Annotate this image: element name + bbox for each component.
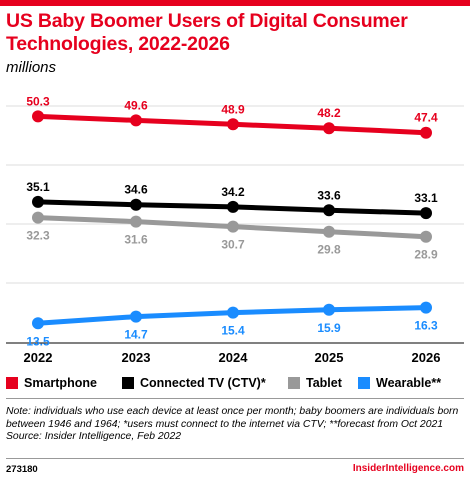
legend-label-smartphone: Smartphone	[24, 376, 97, 390]
data-label-smartphone-2022: 50.3	[26, 94, 50, 108]
data-point-wearable-2025	[323, 303, 335, 316]
data-label-tablet-2022: 32.3	[26, 229, 50, 243]
data-label-connected-tv-ctv-2022: 35.1	[26, 180, 50, 194]
data-point-connected-tv-ctv-2024	[227, 200, 239, 213]
data-point-connected-tv-ctv-2023	[130, 198, 142, 211]
series-tablet: 32.3 31.6 30.7 29.8 28.9	[26, 211, 438, 262]
legend-label-tablet: Tablet	[306, 376, 342, 390]
data-label-wearable-2022: 13.5	[26, 334, 50, 348]
chart-subtitle: millions	[6, 59, 57, 76]
series-connected-tv-ctv: 35.1 34.6 34.2 33.6 33.1	[26, 180, 438, 220]
data-point-wearable-2022	[32, 317, 44, 330]
data-label-wearable-2024: 15.4	[221, 324, 245, 338]
legend-label-ctv: Connected TV (CTV)*	[140, 376, 266, 390]
legend-swatch-smartphone	[6, 377, 18, 389]
data-label-wearable-2025: 15.9	[317, 321, 341, 335]
top-accent-bar	[0, 0, 470, 6]
x-axis-labels: 2022 2023 2024 2025 2026	[24, 350, 441, 365]
data-point-connected-tv-ctv-2026	[420, 207, 432, 220]
data-point-tablet-2022	[32, 211, 44, 224]
data-label-smartphone-2023: 49.6	[124, 98, 148, 112]
data-label-smartphone-2024: 48.9	[221, 102, 245, 116]
data-point-smartphone-2026	[420, 126, 432, 139]
data-point-tablet-2023	[130, 215, 142, 228]
data-point-wearable-2023	[130, 310, 142, 323]
data-point-connected-tv-ctv-2022	[32, 195, 44, 208]
data-label-smartphone-2026: 47.4	[414, 111, 438, 125]
data-point-smartphone-2024	[227, 118, 239, 131]
legend-item-smartphone: Smartphone	[6, 376, 97, 390]
data-label-connected-tv-ctv-2025: 33.6	[317, 188, 341, 202]
chart-title: US Baby Boomer Users of Digital Consumer…	[6, 10, 408, 55]
legend-item-tablet: Tablet	[288, 376, 342, 390]
data-point-smartphone-2022	[32, 110, 44, 123]
data-label-tablet-2023: 31.6	[124, 233, 148, 247]
gridlines	[6, 105, 464, 344]
legend-swatch-ctv	[122, 377, 134, 389]
data-point-tablet-2026	[420, 230, 432, 243]
legend-item-ctv: Connected TV (CTV)*	[122, 376, 266, 390]
legend-item-wearable: Wearable**	[358, 376, 441, 390]
data-label-smartphone-2025: 48.2	[317, 106, 341, 120]
series-layer: 50.3 49.6 48.9 48.2 47.4 35.1 34.6 34.2 33.6 33.1…	[26, 94, 438, 348]
x-tick-label-2026: 2026	[412, 350, 441, 365]
footer-divider	[6, 458, 464, 459]
data-label-wearable-2023: 14.7	[124, 328, 148, 342]
data-label-tablet-2024: 30.7	[221, 238, 245, 252]
data-label-connected-tv-ctv-2026: 33.1	[414, 191, 438, 205]
data-point-smartphone-2025	[323, 122, 335, 135]
data-point-connected-tv-ctv-2025	[323, 204, 335, 217]
legend-swatch-tablet	[288, 377, 300, 389]
data-label-wearable-2026: 16.3	[414, 319, 438, 333]
data-label-connected-tv-ctv-2024: 34.2	[221, 185, 245, 199]
data-point-wearable-2024	[227, 306, 239, 319]
line-chart: 50.3 49.6 48.9 48.2 47.4 35.1 34.6 34.2 33.6 33.1…	[6, 94, 464, 365]
x-tick-label-2022: 2022	[24, 350, 53, 365]
footnote: Note: individuals who use each device at…	[6, 406, 466, 444]
x-tick-label-2023: 2023	[122, 350, 151, 365]
chart-id: 273180	[6, 464, 38, 475]
brand-link[interactable]: InsiderIntelligence.com	[352, 463, 464, 474]
series-smartphone: 50.3 49.6 48.9 48.2 47.4	[26, 94, 438, 139]
note-text: Note: individuals who use each device at…	[6, 406, 459, 430]
divider-line	[6, 398, 464, 399]
legend: Smartphone Connected TV (CTV)* Tablet We…	[6, 376, 468, 392]
data-point-tablet-2024	[227, 220, 239, 233]
data-point-wearable-2026	[420, 301, 432, 314]
data-point-tablet-2025	[323, 225, 335, 238]
source-text: Source: Insider Intelligence, Feb 2022	[6, 431, 182, 442]
data-label-tablet-2026: 28.9	[414, 248, 438, 262]
x-tick-label-2024: 2024	[219, 350, 249, 365]
legend-swatch-wearable	[358, 377, 370, 389]
series-wearable: 13.5 14.7 15.4 15.9 16.3	[26, 301, 438, 348]
data-label-connected-tv-ctv-2023: 34.6	[124, 183, 148, 197]
x-tick-label-2025: 2025	[315, 350, 344, 365]
data-point-smartphone-2023	[130, 114, 142, 127]
data-label-tablet-2025: 29.8	[317, 243, 341, 257]
legend-label-wearable: Wearable**	[376, 376, 442, 390]
